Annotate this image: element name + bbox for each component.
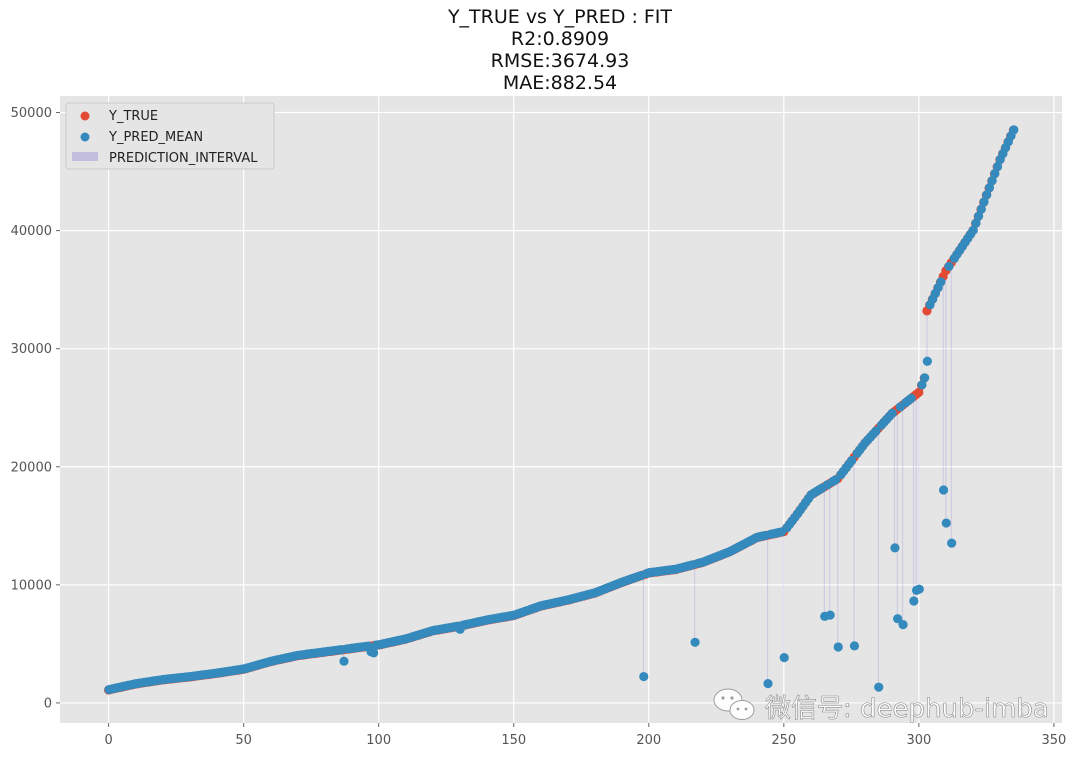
y-tick-label: 10000 (11, 578, 52, 593)
y-pred-point (833, 642, 843, 652)
x-tick-label: 250 (771, 733, 796, 748)
gridlines (60, 96, 1062, 723)
y-pred-point (982, 190, 992, 200)
y-pred-point (917, 380, 927, 390)
y-pred-point (944, 261, 954, 271)
x-tick-label: 200 (636, 733, 661, 748)
chart-title: Y_TRUE vs Y_PRED : FIT R2:0.8909 RMSE:36… (447, 6, 672, 94)
legend-label-prediction-interval: PREDICTION_INTERVAL (109, 151, 258, 166)
y-pred-point (971, 218, 981, 228)
y-pred-point (871, 426, 881, 436)
plot-area (60, 96, 1062, 723)
x-tick-label: 150 (501, 733, 526, 748)
y-pred-point (990, 168, 1000, 179)
y-pred-point (941, 518, 951, 528)
legend: Y_TRUE Y_PRED_MEAN PREDICTION_INTERVAL (65, 102, 275, 170)
legend-label-y-true: Y_TRUE (108, 109, 158, 124)
y-pred-point (938, 485, 949, 495)
y-pred-point (849, 641, 860, 651)
legend-marker-y-true (80, 111, 90, 121)
y-axis-ticks: 0 10000 20000 30000 40000 50000 (11, 106, 60, 711)
watermark-text: 微信号: deephub-imba (765, 694, 1049, 724)
y-pred-point (984, 183, 995, 193)
title-line-4: MAE:882.54 (503, 72, 617, 94)
y-pred-point (987, 176, 997, 186)
y-pred-point (906, 393, 916, 403)
y-pred-point (887, 408, 897, 418)
y-pred-point (874, 682, 884, 692)
legend-marker-y-pred (80, 132, 90, 142)
legend-label-y-pred-mean: Y_PRED_MEAN (108, 130, 203, 145)
title-line-1: Y_TRUE vs Y_PRED : FIT (447, 6, 672, 28)
y-pred-point (763, 679, 773, 689)
y-pred-point (920, 373, 930, 383)
x-tick-label: 100 (366, 733, 391, 748)
legend-box (65, 102, 275, 170)
title-line-2: R2:0.8909 (511, 28, 609, 50)
y-pred-point (909, 596, 919, 606)
y-true-point (914, 387, 924, 397)
title-line-3: RMSE:3674.93 (491, 50, 630, 72)
y-tick-label: 0 (44, 696, 52, 711)
y-pred-point (922, 356, 932, 366)
watermark: 微信号: deephub-imba (713, 688, 1049, 724)
y-pred-point (1009, 125, 1019, 135)
y-pred-point (825, 610, 835, 620)
y-pred-point (690, 637, 700, 647)
y-tick-label: 40000 (11, 224, 52, 239)
prediction-interval-lines (343, 262, 952, 688)
y-pred-point (974, 211, 984, 221)
x-tick-label: 350 (1041, 733, 1066, 748)
legend-marker-interval (72, 152, 98, 161)
y-pred-point (847, 455, 857, 466)
y-tick-label: 50000 (11, 106, 52, 121)
x-tick-label: 300 (906, 733, 931, 748)
y-pred-point (890, 543, 900, 553)
y-pred-point (779, 653, 789, 663)
y-pred-point (976, 204, 986, 214)
x-tick-label: 0 (104, 733, 112, 748)
y-pred-point (992, 161, 1003, 172)
y-pred-point (898, 619, 908, 630)
y-pred-point (893, 614, 903, 624)
y-pred-point (639, 671, 649, 682)
x-tick-label: 50 (235, 733, 252, 748)
y-pred-point (979, 197, 989, 207)
y-pred-point (936, 277, 946, 287)
y-pred-point (369, 648, 379, 658)
y-pred-point (914, 584, 924, 594)
y-tick-label: 30000 (11, 342, 52, 357)
y-pred-point (339, 656, 349, 666)
y-tick-label: 20000 (11, 460, 52, 475)
y-pred-mean-series (104, 125, 1019, 695)
y-pred-point (947, 538, 957, 548)
wechat-icon (713, 688, 755, 720)
x-axis-ticks: 0 50 100 150 200 250 300 350 (104, 723, 1066, 748)
y-pred-point (968, 225, 978, 235)
